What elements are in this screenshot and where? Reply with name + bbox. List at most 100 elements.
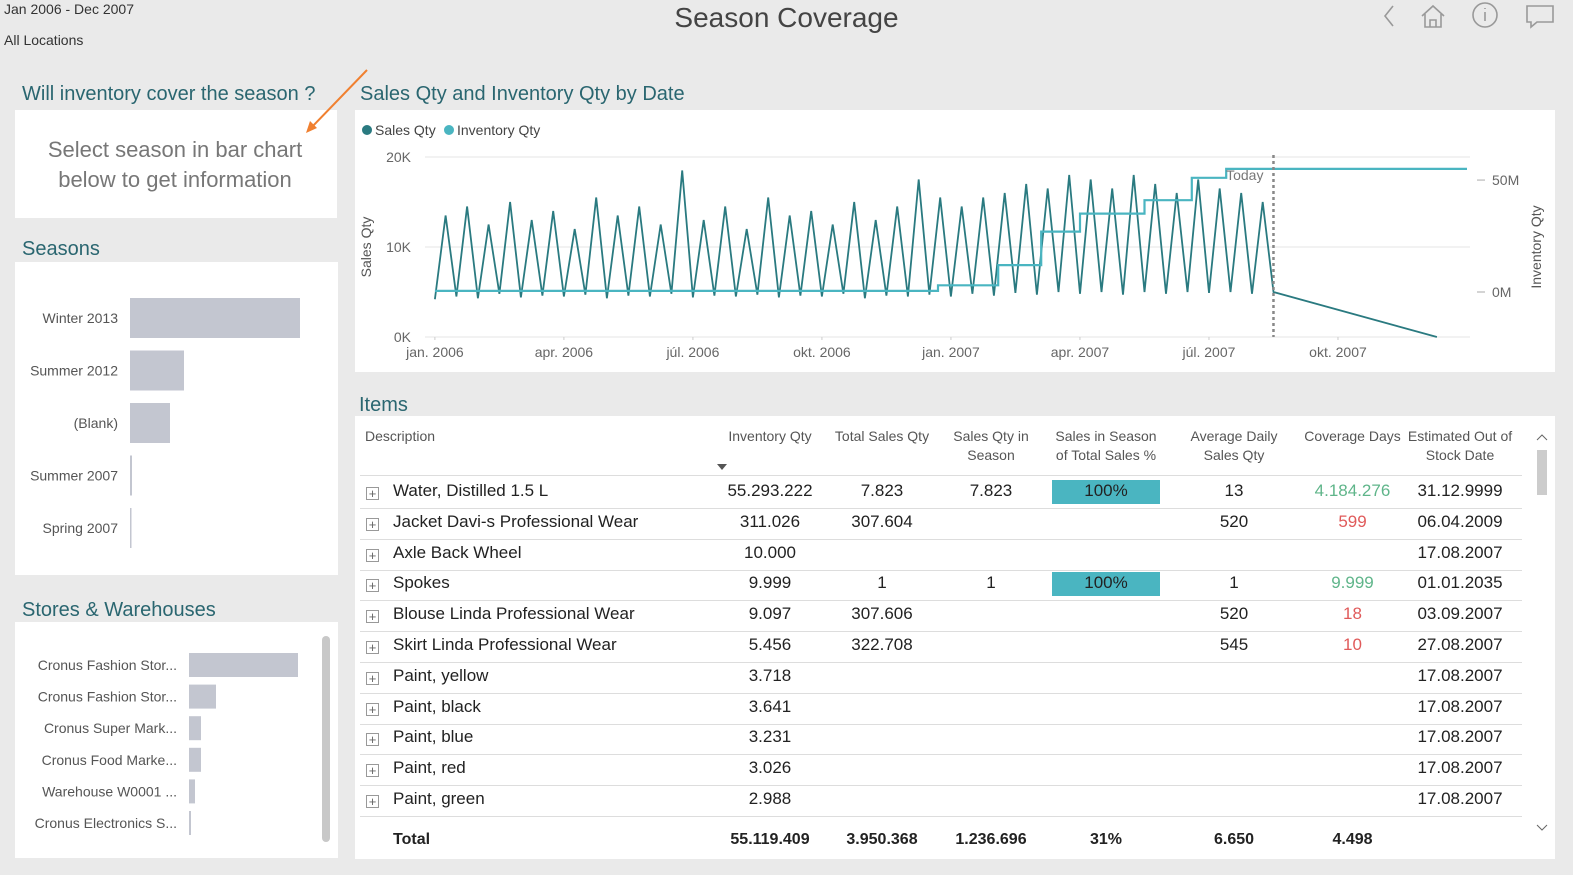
row-line: [360, 724, 1522, 725]
item-cell: 3.231: [720, 727, 820, 747]
total-cell: 31%: [1052, 831, 1160, 849]
total-cell: 55.119.409: [720, 831, 820, 849]
item-name: Water, Distilled 1.5 L: [393, 481, 713, 501]
column-header: Total Sales Qty: [827, 427, 937, 446]
item-cell: 9.999: [720, 573, 820, 593]
item-cell: 18: [1300, 604, 1405, 624]
item-cell: 03.09.2007: [1405, 604, 1515, 624]
item-cell: 7.823: [827, 481, 937, 501]
sort-indicator: [716, 463, 728, 471]
y2-tick-label: 50M: [1492, 172, 1519, 188]
row-line: [360, 539, 1522, 540]
scrollbar[interactable]: [322, 636, 330, 842]
item-cell: 17.08.2007: [1405, 727, 1515, 747]
x-tick-label: apr. 2006: [535, 344, 594, 360]
bar: [189, 653, 298, 677]
column-header: Coverage Days: [1300, 427, 1405, 446]
series-line: [435, 169, 1467, 291]
item-name: Paint, yellow: [393, 666, 713, 686]
x-tick-label: júl. 2007: [1181, 344, 1235, 360]
item-name: Skirt Linda Professional Wear: [393, 635, 713, 655]
x-tick-label: okt. 2007: [1309, 344, 1367, 360]
item-cell: 599: [1300, 512, 1405, 532]
bar-label: Cronus Electronics S...: [35, 815, 177, 831]
series-line: [435, 171, 1437, 338]
seasons-title: Seasons: [22, 238, 100, 261]
item-cell: 100%: [1052, 573, 1160, 593]
item-cell: 1: [827, 573, 937, 593]
total-cell: Total: [393, 831, 733, 849]
bar-label: Spring 2007: [42, 520, 118, 536]
item-cell: 1: [1175, 573, 1293, 593]
bar: [189, 748, 201, 772]
item-cell: 01.01.2035: [1405, 573, 1515, 593]
legend-label: Sales Qty: [375, 122, 436, 138]
line-chart-title: Sales Qty and Inventory Qty by Date: [360, 83, 685, 106]
row-line: [360, 754, 1522, 755]
bar: [130, 351, 184, 391]
x-tick-label: júl. 2006: [665, 344, 719, 360]
card-title: Will inventory cover the season ?: [22, 83, 315, 106]
column-header: Sales in Season of Total Sales %: [1052, 427, 1160, 465]
comment-icon[interactable]: [1527, 6, 1553, 27]
row-line: [360, 662, 1522, 663]
y-tick-label: 20K: [386, 149, 412, 165]
legend-label: Inventory Qty: [457, 122, 540, 138]
item-cell: 5.456: [720, 635, 820, 655]
location: All Locations: [4, 32, 83, 48]
expand-icon: +: [366, 733, 379, 746]
item-cell: 55.293.222: [720, 481, 820, 501]
bar-label: Cronus Super Mark...: [44, 720, 177, 736]
item-cell: 2.988: [720, 789, 820, 809]
item-name: Paint, black: [393, 697, 713, 717]
y2-tick-label: 0M: [1492, 284, 1511, 300]
item-cell: 520: [1175, 604, 1293, 624]
bar: [189, 811, 191, 835]
expand-icon: +: [366, 549, 379, 562]
bar-label: Warehouse W0001 ...: [42, 783, 177, 799]
back-icon[interactable]: [1385, 6, 1393, 26]
column-header: Description: [365, 427, 705, 446]
expand-icon: +: [366, 518, 379, 531]
row-line: [360, 600, 1522, 601]
total-cell: 6.650: [1175, 831, 1293, 849]
item-cell: 9.097: [720, 604, 820, 624]
item-name: Spokes: [393, 573, 713, 593]
row-line: [360, 693, 1522, 694]
nav-icons: [1375, 0, 1565, 34]
item-cell: 3.718: [720, 666, 820, 686]
item-cell: 17.08.2007: [1405, 666, 1515, 686]
column-header: Average Daily Sales Qty: [1175, 427, 1293, 465]
item-cell: 06.04.2009: [1405, 512, 1515, 532]
item-cell: 17.08.2007: [1405, 697, 1515, 717]
column-header: Inventory Qty: [720, 427, 820, 446]
card-message: Select season in bar chart below to get …: [40, 135, 310, 195]
expand-icon: +: [366, 487, 379, 500]
x-tick-label: apr. 2007: [1051, 344, 1110, 360]
y-tick-label: 10K: [386, 239, 412, 255]
item-cell: 545: [1175, 635, 1293, 655]
item-cell: 17.08.2007: [1405, 789, 1515, 809]
item-name: Jacket Davi-s Professional Wear: [393, 512, 713, 532]
bar-label: Summer 2012: [30, 363, 118, 379]
home-icon[interactable]: [1422, 6, 1444, 27]
table-scroll[interactable]: [1533, 430, 1551, 835]
item-name: Axle Back Wheel: [393, 543, 713, 563]
info-icon[interactable]: [1473, 3, 1497, 27]
legend-marker: [444, 125, 454, 135]
bar-label: Cronus Fashion Stor...: [38, 689, 177, 705]
total-cell: 1.236.696: [942, 831, 1040, 849]
item-name: Paint, green: [393, 789, 713, 809]
header-line: [360, 475, 1522, 476]
item-cell: 4.184.276: [1300, 481, 1405, 501]
item-cell: 3.026: [720, 758, 820, 778]
items-title: Items: [359, 394, 408, 417]
x-tick-label: jan. 2006: [405, 344, 464, 360]
bar: [189, 685, 216, 709]
item-cell: 307.604: [827, 512, 937, 532]
x-tick-label: jan. 2007: [921, 344, 980, 360]
item-name: Paint, blue: [393, 727, 713, 747]
item-cell: 307.606: [827, 604, 937, 624]
legend-marker: [362, 125, 372, 135]
